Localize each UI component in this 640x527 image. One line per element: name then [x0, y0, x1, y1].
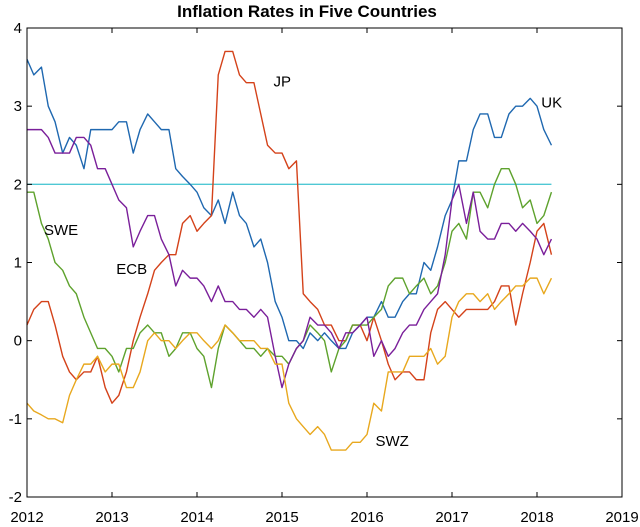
chart-title: Inflation Rates in Five Countries	[177, 2, 437, 21]
y-tick-label: -2	[9, 489, 22, 506]
y-tick-label: 1	[14, 255, 22, 272]
series-labels: UK JP SWE ECB SWZ	[44, 74, 562, 451]
y-tick-label: 0	[14, 333, 22, 350]
y-tick-label: 3	[14, 98, 22, 115]
series-label-swz: SWZ	[376, 433, 409, 450]
x-tick-label: 2013	[95, 509, 128, 526]
axes-layer	[26, 27, 623, 498]
series-label-swe: SWE	[44, 222, 78, 239]
series-line-swz	[26, 277, 553, 451]
series-line-uk	[26, 58, 553, 350]
y-tick-label: 2	[14, 176, 22, 193]
x-tick-label: 2015	[265, 509, 298, 526]
series-line-ecb	[27, 128, 553, 389]
x-tick-label: 2019	[605, 509, 638, 526]
y-tick-label: 4	[14, 20, 22, 37]
series-label-ecb: ECB	[116, 261, 147, 278]
y-tick-label: -1	[9, 411, 22, 428]
series-label-uk: UK	[541, 95, 562, 112]
x-tick-label: 2016	[350, 509, 383, 526]
series-line-jp	[26, 50, 553, 404]
series-label-jp: JP	[274, 74, 292, 91]
series-layer	[26, 50, 553, 451]
x-tick-label: 2012	[10, 509, 43, 526]
series-line-swe	[27, 167, 553, 389]
x-tick-label: 2017	[435, 509, 468, 526]
tick-labels: 2012 2013 2014 2015 2016 2017 2018 2019 -2 -1 0 1 2 3…	[9, 20, 639, 526]
x-tick-label: 2018	[520, 509, 553, 526]
x-tick-label: 2014	[180, 509, 213, 526]
